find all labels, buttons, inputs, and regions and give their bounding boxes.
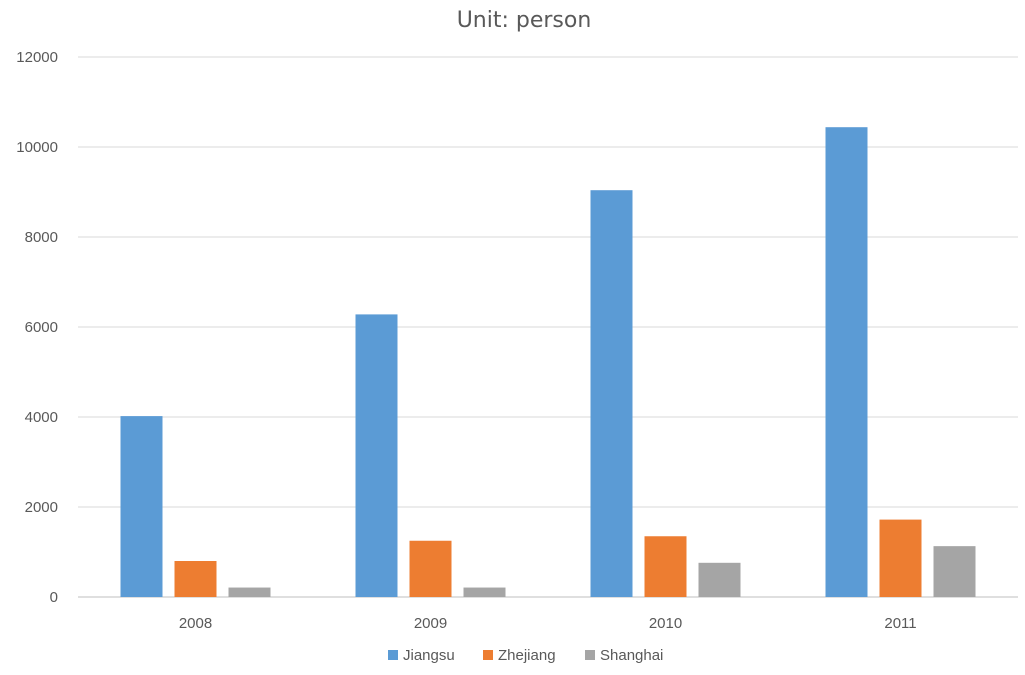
x-axis: 2008 2009 2010 2011 bbox=[179, 615, 917, 632]
y-tick-label: 6000 bbox=[25, 319, 58, 336]
bar-jiangsu-2009 bbox=[355, 314, 398, 597]
x-tick-label: 2010 bbox=[649, 615, 682, 632]
y-tick-label: 0 bbox=[50, 589, 58, 606]
y-tick-label: 4000 bbox=[25, 409, 58, 426]
legend-label-shanghai: Shanghai bbox=[600, 647, 663, 664]
bar-zhejiang-2008 bbox=[174, 561, 217, 597]
legend-swatch-zhejiang bbox=[483, 650, 493, 660]
bar-jiangsu-2011 bbox=[825, 127, 868, 597]
y-tick-label: 8000 bbox=[25, 229, 58, 246]
legend-label-zhejiang: Zhejiang bbox=[498, 647, 556, 664]
bars bbox=[120, 127, 976, 597]
bar-shanghai-2008 bbox=[228, 587, 271, 597]
y-tick-label: 2000 bbox=[25, 499, 58, 516]
gridlines bbox=[78, 56, 1018, 598]
legend: Jiangsu Zhejiang Shanghai bbox=[388, 647, 663, 664]
bar-zhejiang-2009 bbox=[409, 540, 452, 597]
x-tick-label: 2008 bbox=[179, 615, 212, 632]
legend-label-jiangsu: Jiangsu bbox=[403, 647, 455, 664]
y-tick-label: 10000 bbox=[16, 139, 58, 156]
bar-shanghai-2011 bbox=[933, 546, 976, 597]
y-tick-label: 12000 bbox=[16, 49, 58, 66]
bar-shanghai-2010 bbox=[698, 562, 741, 597]
x-tick-label: 2011 bbox=[884, 615, 916, 632]
bar-jiangsu-2010 bbox=[590, 190, 633, 597]
legend-swatch-shanghai bbox=[585, 650, 595, 660]
legend-swatch-jiangsu bbox=[388, 650, 398, 660]
chart-title: Unit: person bbox=[457, 8, 592, 33]
bar-zhejiang-2010 bbox=[644, 536, 687, 597]
bar-zhejiang-2011 bbox=[879, 519, 922, 597]
x-tick-label: 2009 bbox=[414, 615, 447, 632]
bar-jiangsu-2008 bbox=[120, 416, 163, 597]
y-axis: 0 2000 4000 6000 8000 10000 12000 bbox=[16, 49, 58, 606]
bar-shanghai-2009 bbox=[463, 587, 506, 597]
